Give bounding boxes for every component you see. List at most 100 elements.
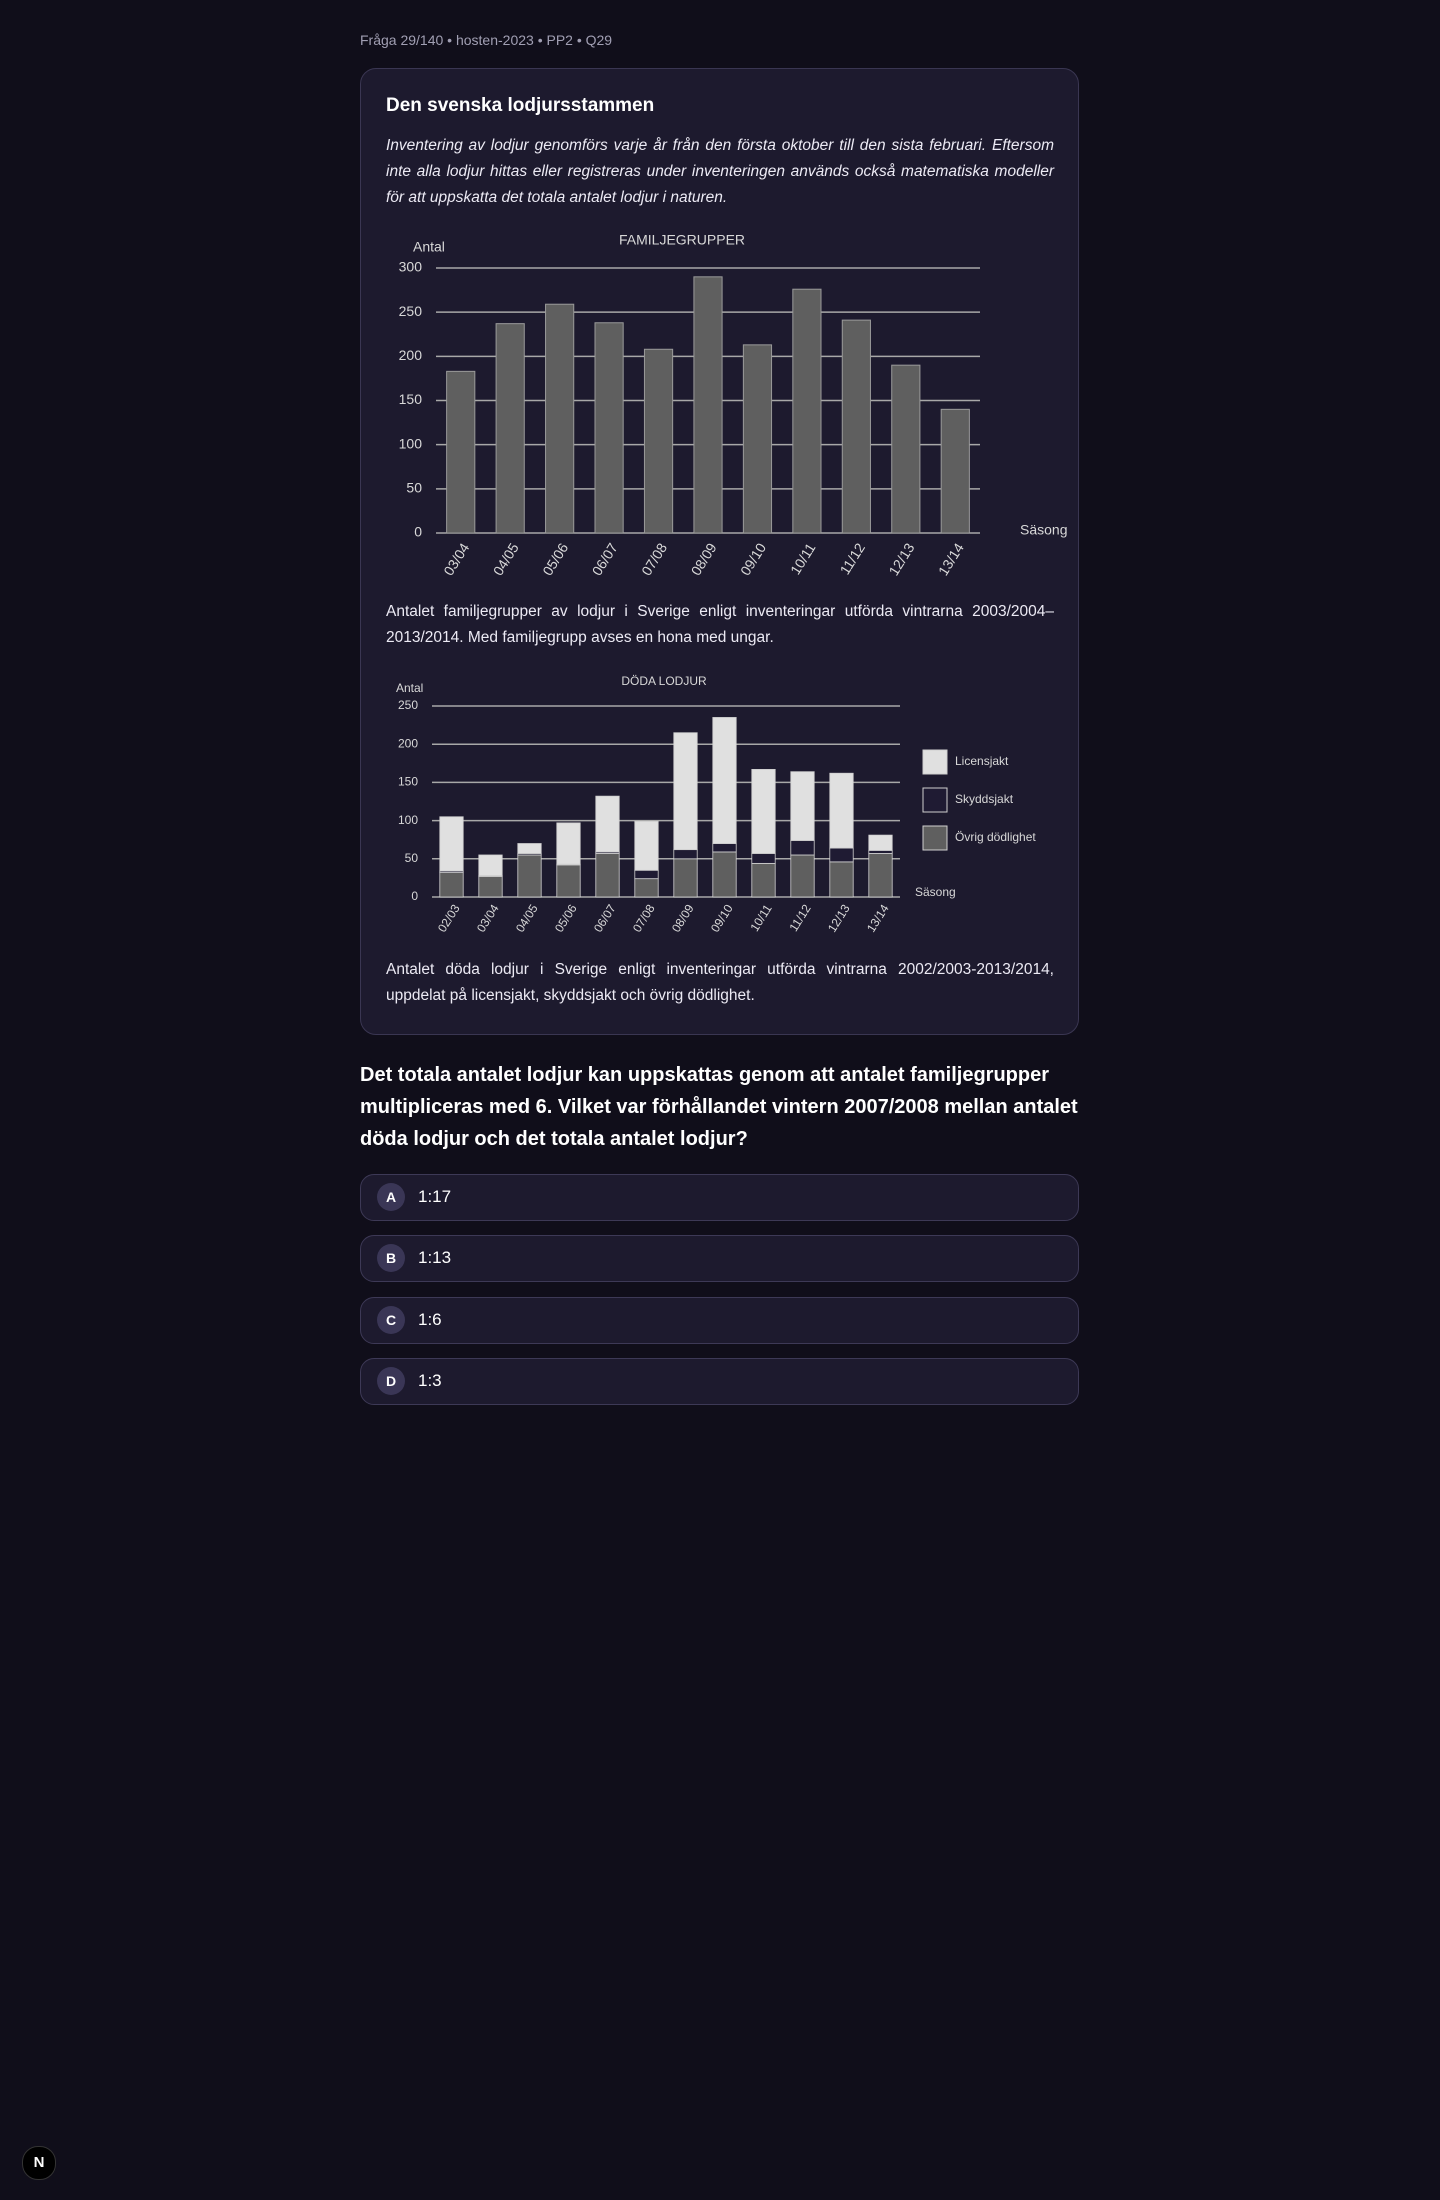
x-tick-label: 11/12 bbox=[786, 902, 813, 934]
x-tick-label: 05/06 bbox=[539, 540, 571, 578]
bar-segment bbox=[439, 872, 464, 898]
option-text: 1:3 bbox=[418, 1371, 442, 1390]
answer-option[interactable]: A 1:17 bbox=[360, 1174, 1079, 1221]
legend-label: Skyddsjakt bbox=[955, 792, 1014, 806]
x-tick-label: 13/14 bbox=[864, 902, 892, 935]
bar-segment bbox=[517, 854, 542, 898]
bar-segment bbox=[751, 769, 776, 854]
legend-swatch bbox=[922, 749, 948, 775]
y-tick-label: 50 bbox=[405, 851, 419, 865]
x-axis-label: Säsong bbox=[1020, 522, 1067, 538]
option-text: 1:17 bbox=[418, 1187, 452, 1206]
bar-segment bbox=[673, 858, 698, 898]
bar bbox=[495, 323, 525, 534]
y-tick-label: 100 bbox=[398, 813, 418, 827]
chart-title: FAMILJEGRUPPER bbox=[619, 232, 745, 248]
question-meta: Fråga 29/140 • hosten-2023 • PP2 • Q29 bbox=[360, 32, 613, 48]
x-tick-label: 06/07 bbox=[591, 902, 619, 935]
y-tick-label: 250 bbox=[399, 303, 423, 319]
bar bbox=[742, 344, 773, 534]
x-tick-label: 11/12 bbox=[836, 540, 868, 577]
bar-segment bbox=[829, 772, 854, 849]
x-tick-label: 07/08 bbox=[638, 540, 670, 578]
bar-segment bbox=[595, 795, 620, 853]
bar bbox=[446, 370, 476, 534]
bar bbox=[594, 322, 624, 534]
option-letter: A bbox=[377, 1183, 405, 1211]
x-tick-label: 04/05 bbox=[490, 540, 522, 578]
y-tick-label: 200 bbox=[398, 736, 418, 750]
x-tick-label: 10/11 bbox=[787, 540, 819, 577]
x-tick-label: 05/06 bbox=[552, 902, 580, 935]
y-tick-label: 0 bbox=[414, 524, 422, 540]
chart-title: DÖDA LODJUR bbox=[621, 674, 707, 688]
y-tick-label: 150 bbox=[399, 391, 423, 407]
bar-segment bbox=[673, 849, 698, 860]
bar-segment bbox=[478, 854, 503, 877]
y-tick-label: 250 bbox=[398, 698, 418, 712]
bar-segment bbox=[712, 717, 737, 844]
bar-segment bbox=[634, 878, 659, 898]
stacked-bar-chart: DÖDA LODJUR Antal Säsong 0 50 100 150 200 250 02/… bbox=[396, 674, 1036, 935]
option-letter: C bbox=[377, 1306, 405, 1334]
bar-segment bbox=[751, 853, 776, 864]
bar bbox=[545, 303, 575, 534]
x-tick-label: 09/10 bbox=[737, 540, 769, 578]
x-tick-label: 12/13 bbox=[885, 540, 917, 578]
passage-intro: Inventering av lodjur genomförs varje år… bbox=[386, 137, 1054, 206]
bar-segment bbox=[478, 875, 503, 898]
bar-segment bbox=[712, 843, 737, 853]
bar-segment bbox=[556, 864, 581, 898]
x-tick-label: 08/09 bbox=[669, 902, 697, 935]
bar-segment bbox=[517, 843, 542, 854]
option-text: 1:6 bbox=[418, 1310, 442, 1329]
bar-segment bbox=[556, 822, 581, 865]
bar-segment bbox=[790, 840, 815, 856]
answer-option[interactable]: D 1:3 bbox=[360, 1358, 1079, 1405]
passage-title: Den svenska lodjursstammen bbox=[386, 95, 655, 116]
bar-segment bbox=[868, 853, 893, 898]
dev-badge[interactable]: N bbox=[22, 2146, 56, 2180]
x-tick-label: 13/14 bbox=[935, 540, 967, 578]
bar bbox=[891, 364, 921, 534]
y-tick-label: 150 bbox=[398, 775, 418, 789]
bar bbox=[792, 288, 822, 534]
bar bbox=[940, 408, 970, 534]
bar bbox=[841, 319, 871, 534]
bar-segment bbox=[829, 861, 854, 898]
bar bbox=[643, 348, 674, 534]
bar-segment bbox=[595, 853, 620, 898]
answer-option[interactable]: B 1:13 bbox=[360, 1235, 1079, 1282]
x-tick-label: 09/10 bbox=[708, 902, 736, 935]
y-tick-label: 0 bbox=[411, 889, 418, 903]
x-tick-label: 06/07 bbox=[589, 540, 621, 578]
bar-chart: FAMILJEGRUPPER Antal Säsong 0 50 100 150 200 250… bbox=[399, 232, 1068, 579]
x-tick-label: 07/08 bbox=[630, 902, 658, 935]
x-tick-label: 10/11 bbox=[747, 902, 774, 934]
x-axis-label: Säsong bbox=[915, 885, 956, 899]
y-tick-label: 50 bbox=[406, 480, 422, 496]
bar-segment bbox=[673, 732, 698, 851]
x-tick-label: 04/05 bbox=[513, 902, 541, 935]
x-tick-label: 12/13 bbox=[825, 902, 853, 935]
legend-swatch bbox=[922, 787, 948, 813]
option-letter: B bbox=[377, 1244, 405, 1272]
bar-segment bbox=[790, 854, 815, 898]
bar-segment bbox=[712, 851, 737, 898]
chart-caption: Antalet familjegrupper av lodjur i Sveri… bbox=[386, 603, 1054, 646]
x-tick-label: 03/04 bbox=[440, 540, 472, 578]
legend-swatch bbox=[922, 825, 948, 851]
y-tick-label: 300 bbox=[399, 259, 423, 275]
bar bbox=[693, 276, 723, 534]
y-axis-label: Antal bbox=[413, 239, 445, 255]
option-text: 1:13 bbox=[418, 1248, 452, 1267]
bar-segment bbox=[829, 847, 854, 863]
legend-label: Licensjakt bbox=[955, 754, 1009, 768]
bar-segment bbox=[790, 771, 815, 841]
chart-caption: Antalet döda lodjur i Sverige enligt inv… bbox=[386, 961, 1054, 1004]
bar-segment bbox=[868, 834, 893, 851]
option-letter: D bbox=[377, 1367, 405, 1395]
answer-option[interactable]: C 1:6 bbox=[360, 1297, 1079, 1344]
bar-segment bbox=[634, 820, 659, 871]
